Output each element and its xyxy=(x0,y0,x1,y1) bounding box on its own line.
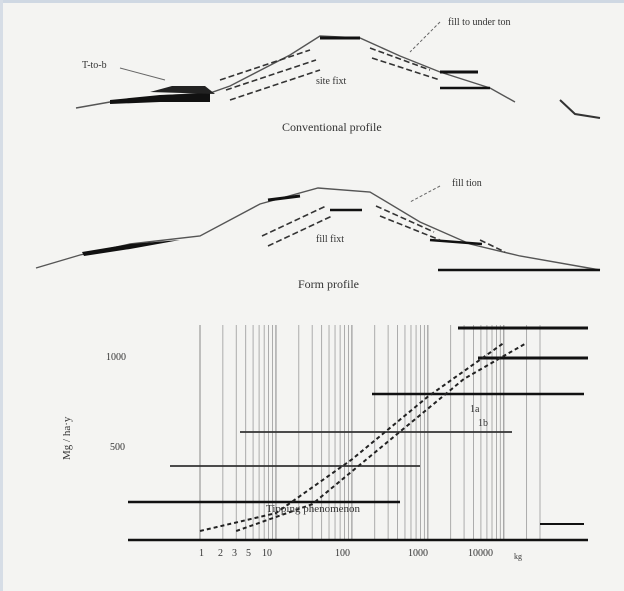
chart-xtick: 10000 xyxy=(468,548,493,559)
chart-series-line xyxy=(199,342,505,532)
middle-thick-layer-left xyxy=(82,240,180,256)
chart-annotation-bottom: Tipping phenomenon xyxy=(266,503,361,515)
chart-xtick: 1 xyxy=(199,548,204,559)
top-dashed-slope-left xyxy=(219,49,321,101)
middle-label-center: fill fixt xyxy=(316,234,344,245)
chart-xtick: 2 xyxy=(218,548,223,559)
middle-dashed-slope-right xyxy=(375,205,506,253)
middle-ridge-left xyxy=(267,194,301,202)
chart-series-line xyxy=(235,342,528,532)
chart-ytick-1000: 1000 xyxy=(106,352,126,363)
chart-annotation-right-1: 1a xyxy=(470,404,480,415)
middle-leader-right xyxy=(409,185,441,203)
top-label-left: T-to-b xyxy=(82,60,107,71)
chart-xtick: 100 xyxy=(335,548,350,559)
top-dashed-slope-right xyxy=(369,47,441,81)
chart-xtick: 3 xyxy=(232,548,237,559)
top-thick-layer-left xyxy=(110,93,210,104)
conventional-profile-diagram: T-to-b fill to under ton site fixt Conve… xyxy=(75,17,601,134)
chart-xtick: 10 xyxy=(262,548,272,559)
middle-dashed-slope-left xyxy=(261,205,333,247)
middle-label-right: fill tion xyxy=(452,178,482,189)
top-caption: Conventional profile xyxy=(282,120,382,134)
chart-xtick: 5 xyxy=(246,548,251,559)
form-profile-diagram: fill tion fill fixt Form profile xyxy=(35,178,601,291)
window-top-border xyxy=(0,0,624,3)
chart-xticks: 1 2 3 5 10 100 1000 10000 kg xyxy=(199,548,522,561)
top-thick-layer-left-upper xyxy=(150,86,215,94)
top-label-right: fill to under ton xyxy=(448,17,511,28)
chart-xlabel-suffix: kg xyxy=(514,552,522,561)
top-ground-right xyxy=(559,99,601,119)
chart-xtick: 1000 xyxy=(408,548,428,559)
middle-right-bar xyxy=(429,238,483,246)
window-left-border xyxy=(0,0,3,591)
chart-ytick-500: 500 xyxy=(110,442,125,453)
top-label-center: site fixt xyxy=(316,76,346,87)
chart: Tipping phenomenon 1a 1b 1000 500 Mg / h… xyxy=(61,325,588,561)
top-leader-right xyxy=(409,21,441,53)
middle-ground-line xyxy=(35,187,601,271)
chart-ylabel: Mg / ha·y xyxy=(61,416,73,460)
top-leader-left xyxy=(119,67,166,81)
chart-annotation-right-2: 1b xyxy=(478,418,488,429)
middle-caption: Form profile xyxy=(298,277,359,291)
